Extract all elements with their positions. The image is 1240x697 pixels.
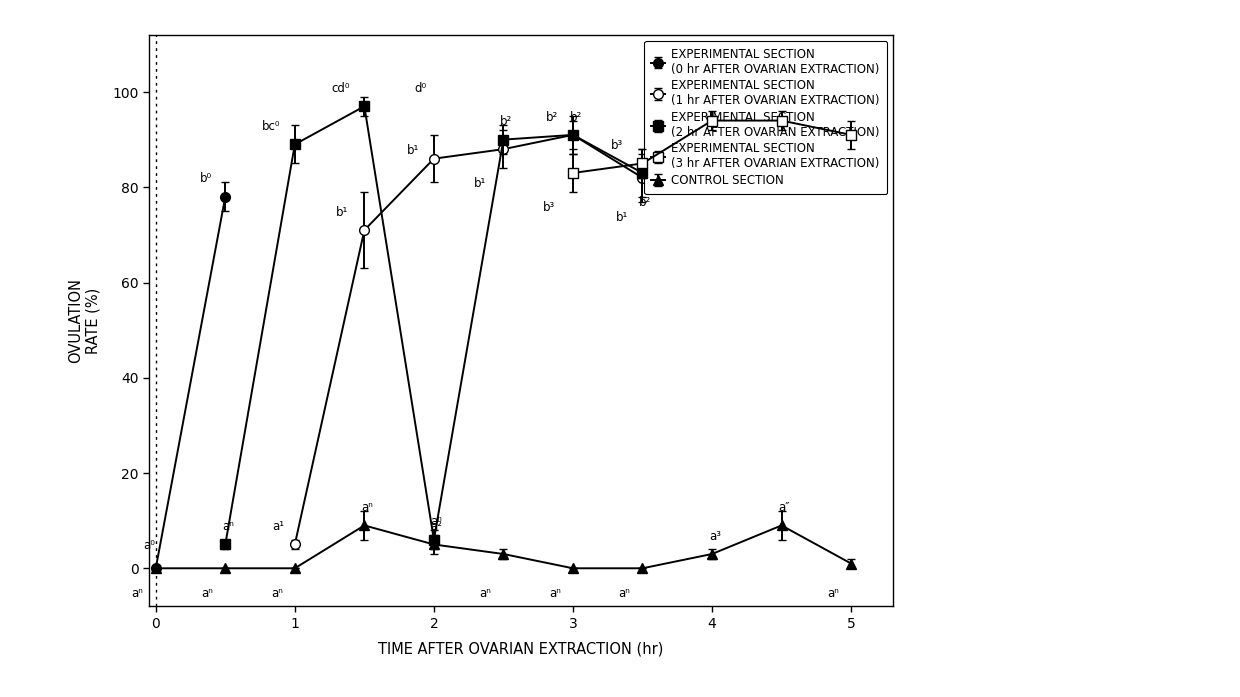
Text: aⁿ: aⁿ [619, 587, 630, 600]
Text: c³: c³ [753, 96, 764, 109]
Text: b³: b³ [543, 201, 556, 214]
Text: cd⁰: cd⁰ [331, 82, 350, 95]
Text: d⁰: d⁰ [414, 82, 427, 95]
Text: bc⁰: bc⁰ [262, 120, 280, 133]
Text: b¹: b¹ [336, 206, 348, 219]
Text: bc³: bc³ [817, 111, 836, 123]
Text: b¹: b¹ [407, 144, 419, 157]
Text: b¹: b¹ [615, 210, 627, 224]
Text: aⁿ: aⁿ [201, 587, 213, 600]
Text: a″: a″ [779, 501, 790, 514]
Text: b²: b² [500, 115, 512, 128]
Text: b²: b² [569, 111, 582, 123]
Text: aⁿ: aⁿ [270, 587, 283, 600]
Text: b³: b³ [611, 139, 624, 152]
Text: aⁿ: aⁿ [480, 587, 491, 600]
Text: aⁿ: aⁿ [222, 520, 234, 533]
Text: b¹: b¹ [474, 177, 486, 190]
Text: aⁿ: aⁿ [430, 515, 443, 528]
Text: a²: a² [430, 520, 443, 533]
Text: aⁿ: aⁿ [549, 587, 560, 600]
Text: a⁰: a⁰ [143, 539, 155, 552]
Text: b²: b² [546, 111, 558, 123]
Text: b²: b² [639, 197, 651, 209]
Text: b⁰: b⁰ [200, 172, 212, 185]
Text: a³: a³ [709, 530, 720, 543]
Text: aⁿ: aⁿ [361, 501, 373, 514]
Legend: EXPERIMENTAL SECTION
(0 hr AFTER OVARIAN EXTRACTION), EXPERIMENTAL SECTION
(1 hr: EXPERIMENTAL SECTION (0 hr AFTER OVARIAN… [644, 40, 887, 194]
Text: a¹: a¹ [272, 520, 284, 533]
Text: c³: c³ [683, 96, 694, 109]
X-axis label: TIME AFTER OVARIAN EXTRACTION (hr): TIME AFTER OVARIAN EXTRACTION (hr) [378, 642, 663, 657]
Text: aⁿ: aⁿ [827, 587, 839, 600]
Text: aⁿ: aⁿ [131, 587, 144, 600]
Y-axis label: OVULATION
RATE (%): OVULATION RATE (%) [68, 278, 100, 363]
